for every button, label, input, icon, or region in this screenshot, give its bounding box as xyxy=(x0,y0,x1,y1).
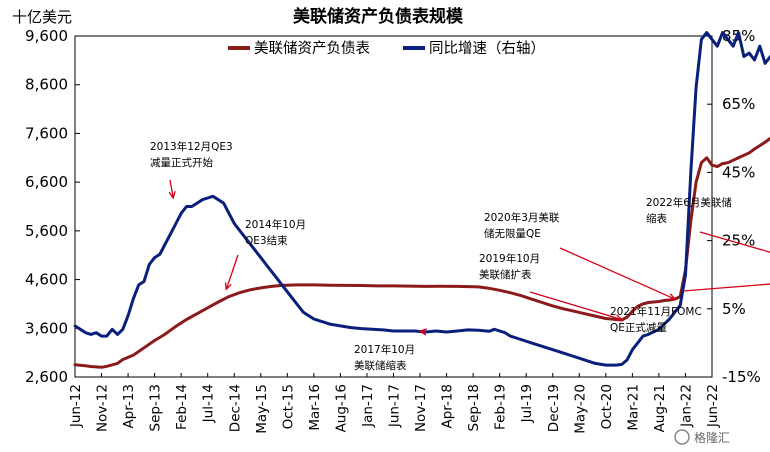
x-tick-label: Oct-15 xyxy=(280,384,296,429)
x-tick-label: Jul-14 xyxy=(201,384,217,423)
chart-title: 美联储资产负债表规模 xyxy=(293,6,464,27)
annotation-text: 2017年10月 xyxy=(354,343,415,356)
annotation-text: QE3结束 xyxy=(245,234,288,247)
x-tick-label: Aug-16 xyxy=(333,384,349,432)
x-tick-label: Sep-18 xyxy=(466,384,482,432)
x-tick-label: Jan-17 xyxy=(360,384,376,428)
x-tick-label: Jul-19 xyxy=(519,384,535,423)
right-tick-label: 65% xyxy=(722,95,755,113)
x-tick-label: Jun-12 xyxy=(68,384,84,428)
annotation-arrow-shaft xyxy=(529,291,622,321)
left-tick-label: 3,600 xyxy=(25,319,68,337)
left-tick-label: 2,600 xyxy=(25,368,68,386)
right-tick-label: 5% xyxy=(722,300,746,318)
watermark-text: 格隆汇 xyxy=(694,430,730,445)
annotation-text: 2020年3月美联 xyxy=(484,211,560,224)
yoy-growth-line xyxy=(73,31,770,367)
annotation-qe3-start: 2013年12月QE3 减量正式开始 xyxy=(150,140,233,200)
legend-label: 美联储资产负债表 xyxy=(254,40,370,57)
annotation-text: 缩表 xyxy=(646,212,667,225)
x-tick-label: Apr-13 xyxy=(121,384,137,429)
legend: 美联储资产负债表 同比增速（右轴） xyxy=(228,40,545,57)
x-tick-label: Feb-19 xyxy=(493,384,509,430)
annotation-text: 2022年6月美联储 xyxy=(646,196,732,209)
balance-sheet-line xyxy=(73,136,770,369)
annotation-arrow-head xyxy=(667,293,677,300)
annotation-arrow-head xyxy=(614,314,624,322)
x-tick-label: Apr-18 xyxy=(440,384,456,429)
annotation-text: 储无限量QE xyxy=(484,227,541,240)
left-axis-unit: 十亿美元 xyxy=(12,8,72,26)
annotation-arrow-head xyxy=(418,328,427,336)
annotation-text: 2014年10月 xyxy=(245,218,306,231)
annotation-arrow-shaft xyxy=(682,283,770,292)
annotations: 2013年12月QE3减量正式开始2014年10月QE3结束2017年10月美联… xyxy=(150,140,770,372)
left-tick-label: 8,600 xyxy=(25,76,68,94)
x-axis-ticks: Jun-12 Nov-12 Apr-13 Sep-13 Feb-14 Jul-14 Dec-… xyxy=(68,373,721,434)
annotation-text: 2019年10月 xyxy=(479,252,540,265)
x-tick-label: Mar-21 xyxy=(625,384,641,431)
series-lines xyxy=(73,31,770,369)
x-tick-label: Jun-17 xyxy=(387,384,403,428)
annotation-arrow-shaft xyxy=(169,179,174,199)
left-tick-label: 4,600 xyxy=(25,271,68,289)
x-tick-label: Nov-12 xyxy=(95,384,111,432)
left-tick-label: 7,600 xyxy=(25,124,68,142)
left-tick-label: 5,600 xyxy=(25,222,68,240)
annotation-arrow-head xyxy=(224,282,232,291)
annotation-text: 2013年12月QE3 xyxy=(150,140,233,153)
left-axis-ticks: 2,600 3,600 4,600 5,600 6,600 7,600 8,600 9,600 xyxy=(25,27,80,386)
annotation-text: 2021年11月FOMC xyxy=(610,305,702,318)
x-tick-label: May-20 xyxy=(572,384,588,434)
x-tick-label: Nov-17 xyxy=(413,384,429,432)
annotation-arrow-head xyxy=(168,191,176,200)
annotation-arrow-shaft xyxy=(559,247,676,300)
right-tick-label: 45% xyxy=(722,163,755,181)
x-tick-label: Oct-20 xyxy=(599,384,615,429)
x-tick-label: Dec-14 xyxy=(227,384,243,432)
left-tick-label: 6,600 xyxy=(25,173,68,191)
right-tick-label: -15% xyxy=(722,368,761,386)
annotation-fomc-taper: 2021年11月FOMC QE正式减量 xyxy=(610,283,770,334)
annotation-qe3-end: 2014年10月 QE3结束 xyxy=(224,218,306,291)
x-tick-label: Sep-13 xyxy=(148,384,164,432)
x-tick-label: Mar-16 xyxy=(307,384,323,431)
x-tick-label: Feb-14 xyxy=(174,384,190,430)
annotation-text: 减量正式开始 xyxy=(150,156,213,169)
x-tick-label: Aug-21 xyxy=(652,384,668,432)
x-tick-label: May-15 xyxy=(254,384,270,434)
legend-label: 同比增速（右轴） xyxy=(429,40,545,57)
x-tick-label: Jun-22 xyxy=(705,384,721,428)
x-tick-label: Jan-22 xyxy=(678,384,694,428)
watermark: 格隆汇 xyxy=(674,429,730,445)
left-tick-label: 9,600 xyxy=(25,27,68,45)
annotation-text: QE正式减量 xyxy=(610,321,667,334)
annotation-text: 美联储扩表 xyxy=(479,268,532,281)
watermark-logo-icon xyxy=(674,429,690,445)
annotation-arrow-shaft xyxy=(699,231,770,253)
x-tick-label: Dec-19 xyxy=(546,384,562,432)
annotation-arrow-shaft xyxy=(225,254,239,290)
annotation-text: 美联储缩表 xyxy=(354,359,407,372)
